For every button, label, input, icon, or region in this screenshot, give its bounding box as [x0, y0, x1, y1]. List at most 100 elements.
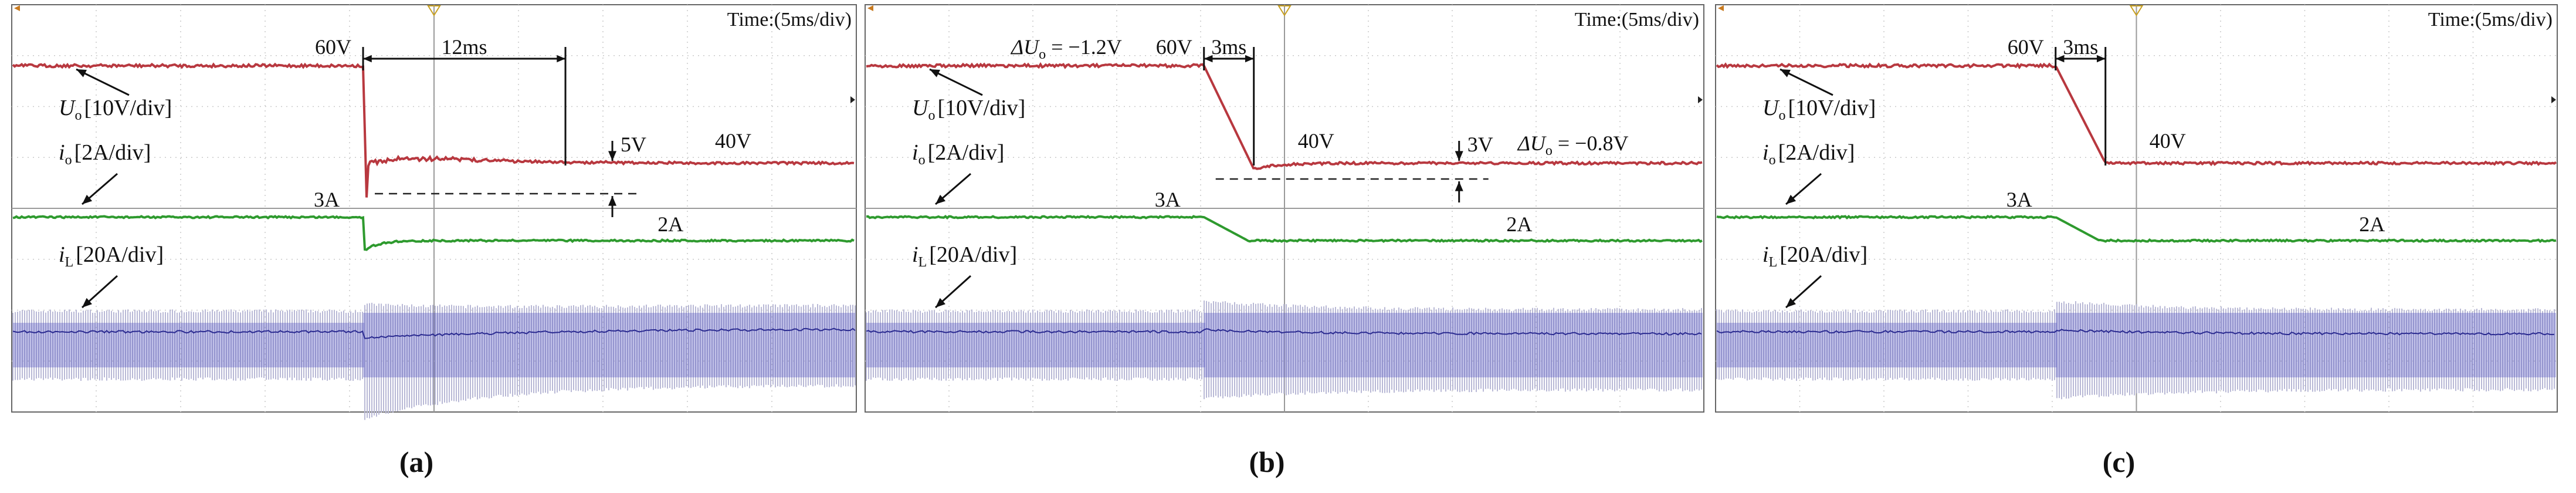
il-channel-label-symbol: i [912, 242, 918, 267]
undershoot-down-arrow [1455, 141, 1463, 161]
undershoot-marker: 3V [1215, 133, 1493, 202]
il-mean-line [1716, 329, 2555, 336]
settling-time-marker [1203, 47, 1255, 166]
level-marker-icon [2551, 96, 2556, 103]
uo-pointer-arrow [76, 68, 130, 96]
il-pointer-arrow-head [1786, 298, 1797, 308]
io-channel-label-scale: [2A/div] [1778, 140, 1855, 165]
delta-u-value: = −1.2V [1046, 35, 1122, 59]
settling-time-label: 12ms [442, 35, 487, 59]
uo-before-label: 60V [1156, 35, 1192, 59]
il-channel-label: iL [20A/div] [912, 242, 1017, 270]
trigger-marker-icon [1277, 5, 1292, 16]
io-channel-label-scale: [2A/div] [74, 140, 151, 165]
settling-time-marker [2055, 47, 2107, 166]
il-mean-line [12, 327, 856, 339]
il-channel-label: iL [20A/div] [59, 242, 164, 270]
io-channel-label: io [2A/div] [912, 140, 1004, 168]
trace-il [866, 300, 1703, 400]
span-arrow-right-icon [1245, 55, 1254, 63]
uo-channel-label-symbol: U [1762, 96, 1780, 120]
il-mean-line [866, 328, 1702, 336]
il-channel-label-symbol: i [59, 242, 65, 267]
io-channel-label-scale: [2A/div] [928, 140, 1005, 165]
uo-after-label: 40V [715, 129, 751, 153]
il-channel-label-sub: L [1769, 255, 1778, 270]
uo-channel-label: Uo [10V/div] [912, 96, 1025, 123]
uo-pointer-arrow [929, 68, 983, 96]
uo-channel-label-scale: [10V/div] [937, 96, 1025, 120]
io-after-label: 2A [1506, 212, 1532, 236]
trace-uo [1716, 62, 2557, 167]
io-channel-label-symbol: i [59, 140, 65, 165]
undershoot-marker: 5V [375, 133, 646, 217]
io-pointer-arrow-head [1786, 194, 1797, 204]
uo-before-label: 60V [315, 35, 351, 59]
il-core-after [1204, 313, 1703, 377]
il-channel-label: iL [20A/div] [1762, 242, 1867, 270]
io-before-label: 3A [2006, 188, 2032, 211]
io-pointer-arrow-head [82, 194, 93, 204]
uo-channel-label-sub: o [928, 108, 935, 123]
delta-u-symbol: ΔU [1517, 131, 1547, 155]
settling-time-marker [362, 47, 567, 166]
uo-channel-label-symbol: U [59, 96, 76, 120]
span-arrow-left-icon [2055, 55, 2065, 63]
delta-u-sub: o [1545, 143, 1553, 158]
trace-il [1716, 301, 2556, 400]
io-pointer-arrow [935, 173, 971, 205]
level-marker-icon [1698, 96, 1703, 103]
scope-grid [12, 5, 856, 412]
il-channel-label-scale: [20A/div] [929, 242, 1017, 267]
il-channel-label-sub: L [918, 255, 927, 270]
panel-label: (a) [399, 445, 433, 478]
undershoot-down-arrow-head [1455, 151, 1463, 161]
uo-channel-label-sub: o [1778, 108, 1785, 123]
trace-io [12, 215, 855, 251]
level-marker-icon [850, 96, 855, 103]
io-before-label: 3A [314, 188, 340, 211]
channel-marker-icon [867, 5, 873, 11]
undershoot-up-arrow [608, 196, 617, 217]
io-channel-label-sub: o [65, 153, 72, 168]
io-line [12, 215, 855, 251]
il-core-before [1717, 323, 2057, 367]
io-pointer-arrow [1785, 173, 1822, 205]
undershoot-down-arrow [608, 141, 617, 161]
io-channel-label: io [2A/div] [59, 140, 151, 168]
undershoot-up-arrow-head [608, 196, 617, 206]
io-line [866, 215, 1703, 243]
channel-labels: Uo [10V/div]io [2A/div]iL [20A/div] [912, 68, 1025, 309]
io-channel-label-sub: o [1769, 153, 1776, 168]
il-core-before [866, 323, 1205, 367]
uo-channel-label-scale: [10V/div] [1788, 96, 1876, 120]
settling-time-label: 3ms [2063, 35, 2098, 59]
uo-channel-label-sub: o [74, 108, 82, 123]
uo-after-label: 40V [1298, 129, 1334, 153]
trace-il [12, 302, 856, 420]
il-channel-label-scale: [20A/div] [76, 242, 164, 267]
uo-pointer-arrow-shaft [76, 68, 130, 96]
settling-time-label: 3ms [1211, 35, 1246, 59]
panel-label: (b) [1249, 445, 1284, 478]
undershoot-label: 5V [621, 133, 646, 156]
uo-line [12, 62, 855, 198]
delta-uo-bottom-label: ΔUo = −0.8V [1517, 131, 1629, 158]
io-pointer-arrow-head [936, 194, 946, 204]
uo-channel-label-symbol: U [912, 96, 930, 120]
channel-marker-icon [14, 5, 20, 11]
io-after-label: 2A [2359, 212, 2385, 236]
undershoot-up-arrow [1455, 181, 1463, 202]
undershoot-label: 3V [1467, 133, 1493, 156]
uo-channel-label: Uo [10V/div] [1762, 96, 1876, 123]
io-channel-label: io [2A/div] [1762, 140, 1855, 168]
time-scale-label: Time:(5ms/div) [1575, 9, 1699, 31]
uo-line [866, 62, 1703, 170]
panel-label: (c) [2103, 445, 2136, 478]
uo-channel-label: Uo [10V/div] [59, 96, 172, 123]
